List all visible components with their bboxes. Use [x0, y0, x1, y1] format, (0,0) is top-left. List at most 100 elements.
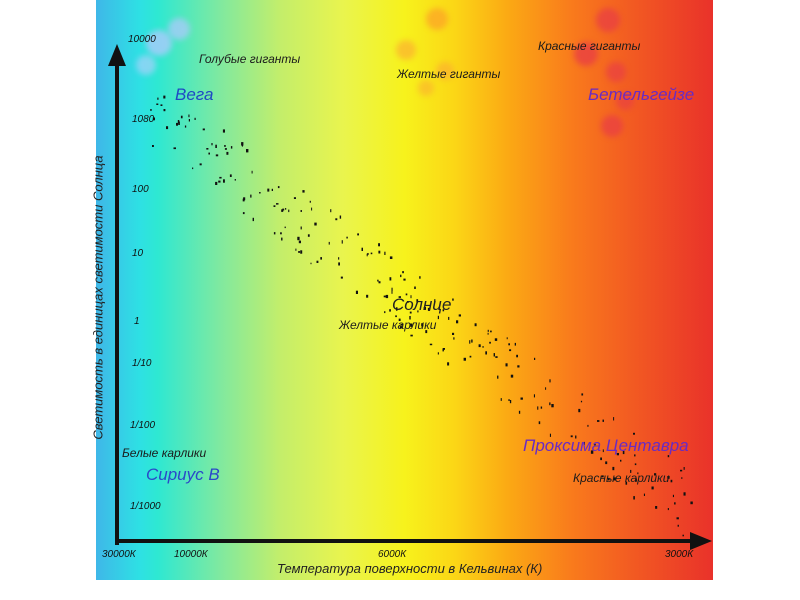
star-dot [442, 348, 444, 352]
star-dot [416, 299, 419, 303]
star-dot [452, 332, 455, 335]
star-dot [281, 209, 284, 212]
star-dot [188, 119, 190, 122]
star-dot [184, 125, 187, 128]
star-dot [410, 323, 413, 327]
star-dot [252, 217, 254, 222]
star-dot [273, 205, 276, 207]
star-dot [357, 233, 359, 236]
x-tick-label: 30000К [102, 549, 136, 560]
y-tick-label: 100 [132, 184, 149, 195]
star-dot [241, 142, 244, 146]
star-dot [482, 346, 484, 348]
star-dot [328, 241, 330, 245]
star-dot [361, 247, 363, 251]
star-dot [366, 294, 369, 298]
star-dot [320, 257, 322, 260]
y-tick-label: 1/1000 [130, 501, 161, 512]
star-dot [593, 443, 596, 446]
y-tick-label: 1/10 [132, 358, 152, 369]
star-dot [448, 316, 450, 320]
star-dot [549, 379, 551, 383]
x-tick-label: 6000К [378, 549, 407, 560]
star-dot [487, 332, 489, 335]
star-dot [514, 342, 516, 346]
star-dot [654, 473, 657, 476]
star-dot [635, 478, 637, 482]
star-dot [508, 399, 510, 401]
star-dot [549, 402, 551, 406]
star-dot [277, 186, 280, 189]
star-dot [199, 163, 202, 166]
star-dot [643, 493, 645, 496]
star-dot [284, 226, 286, 229]
star-dot [230, 146, 233, 149]
star-dot [456, 320, 459, 324]
star-dot [583, 441, 585, 445]
star-dot [311, 207, 313, 211]
star-dot [188, 114, 190, 118]
white-dwarfs-label: Белые карлики [122, 446, 207, 460]
star-dot [608, 477, 610, 481]
star-dot [405, 293, 408, 296]
star-dot [384, 251, 386, 255]
star-dot [246, 149, 249, 153]
star-dot [234, 179, 236, 181]
star-dot [670, 479, 673, 483]
star-dot [469, 355, 472, 358]
star-dot [540, 406, 543, 409]
star-dot [549, 433, 551, 437]
star-dot [410, 295, 412, 299]
star-dot [341, 240, 343, 244]
star-dot [302, 190, 305, 193]
x-tick-label: 3000К [665, 549, 694, 560]
star-dot [396, 307, 398, 311]
star-dot [474, 323, 477, 327]
star-dot [378, 243, 380, 247]
star-dot [383, 295, 386, 298]
star-dot [243, 197, 246, 201]
star-dot [677, 524, 679, 527]
red-giant-blob [616, 92, 634, 110]
star-dot [487, 329, 489, 332]
star-dot [194, 117, 196, 120]
star-dot [310, 262, 312, 265]
star-dot [211, 143, 213, 146]
star-dot [300, 210, 302, 212]
star-dot [215, 154, 219, 157]
red-dwarfs-label: Красные карлики [573, 471, 670, 485]
star-dot [314, 222, 317, 226]
star-dot [391, 287, 393, 291]
star-dot [398, 318, 401, 321]
star-dot [176, 122, 178, 126]
red-giant-blob [601, 115, 623, 137]
star-dot [580, 400, 583, 403]
star-dot [180, 115, 183, 119]
star-dot [463, 357, 466, 361]
star-dot [489, 341, 491, 344]
star-dot [273, 232, 276, 235]
star-dot [510, 374, 514, 378]
star-dot [355, 290, 358, 294]
star-dot [520, 397, 523, 400]
star-dot [340, 276, 343, 279]
star-dot [409, 316, 411, 320]
star-dot [276, 203, 279, 205]
star-dot [309, 200, 311, 203]
star-dot [389, 256, 393, 259]
star-dot [419, 276, 421, 279]
star-dot [630, 469, 632, 473]
star-dot [538, 421, 541, 425]
blue-giant-blob [136, 55, 156, 75]
star-dot [316, 260, 319, 263]
star-dot [150, 109, 152, 111]
star-dot [620, 459, 622, 462]
star-dot [505, 363, 508, 367]
star-dot [293, 197, 296, 199]
star-dot [202, 128, 205, 131]
red-giant-blob [596, 8, 620, 32]
star-dot [250, 194, 252, 198]
red-giants-label: Красные гиганты [538, 39, 641, 53]
y-tick-label: 10000 [128, 34, 156, 45]
star-dot [469, 340, 471, 344]
